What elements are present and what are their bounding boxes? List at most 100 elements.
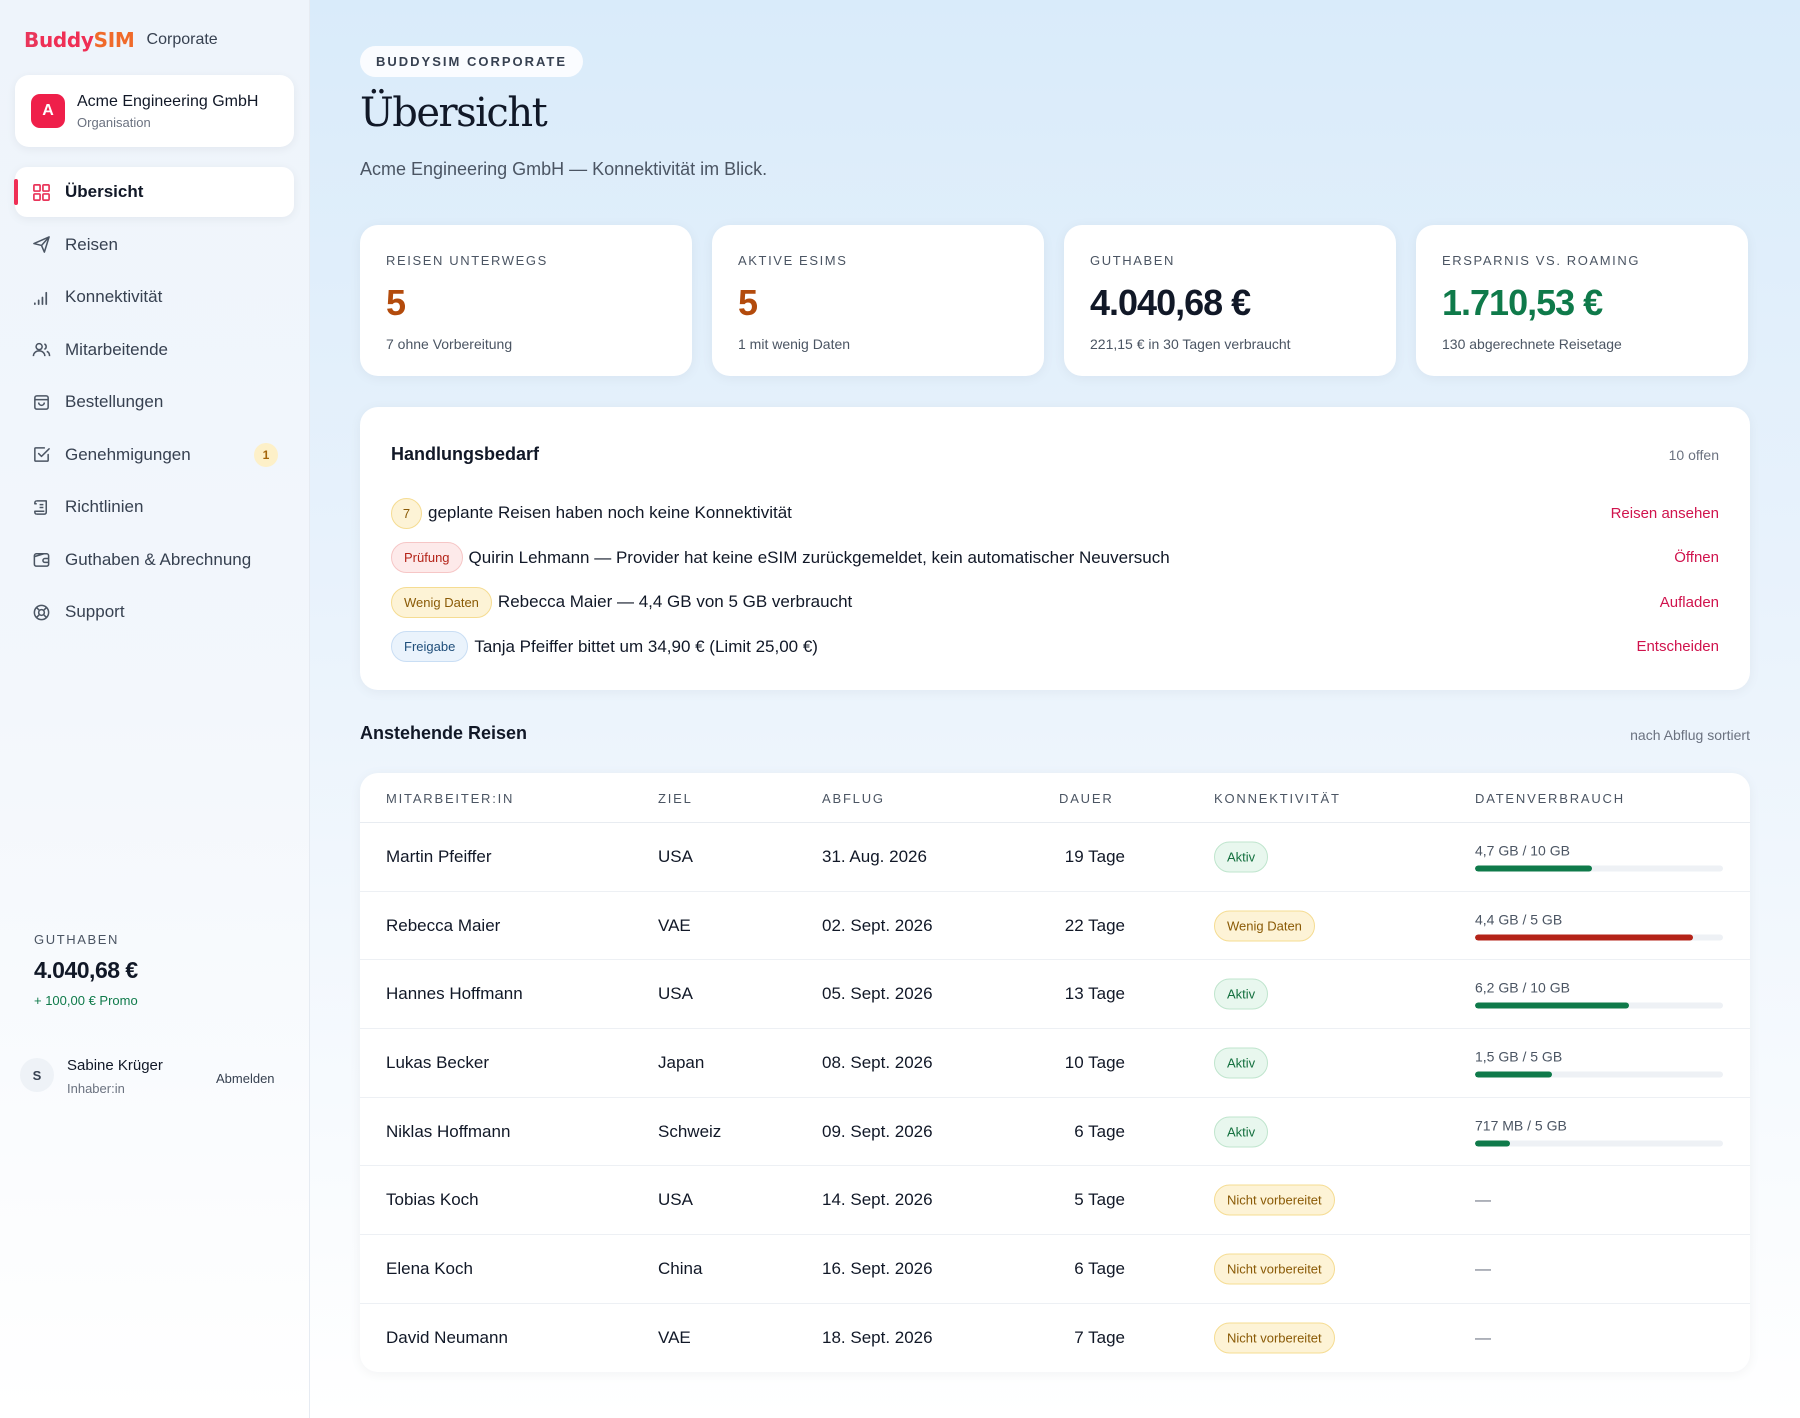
stat-subtext: 130 abgerechnete Reisetage [1442,336,1622,352]
nav-label: Konnektivität [65,287,163,306]
nav-item-reisen[interactable]: Reisen [15,220,294,270]
column-header-connectivity[interactable]: KONNEKTIVITÄT [1214,791,1341,806]
stat-card-savings[interactable]: ERSPARNIS VS. ROAMING 1.710,53 € 130 abg… [1416,225,1748,376]
usage-label: 717 MB / 5 GB [1475,1117,1567,1134]
nav-label: Reisen [65,234,118,254]
data-usage: 4,7 GB / 10 GB [1475,842,1723,872]
users-icon [31,340,51,360]
trip-duration: 6 Tage [1074,1258,1125,1278]
usage-bar-fill [1475,865,1592,872]
nav-item-richtlinien[interactable]: Richtlinien [15,482,294,532]
nav-item-guthaben-abrechnung[interactable]: Guthaben & Abrechnung [15,535,294,585]
org-avatar: A [31,94,65,128]
scroll-icon [31,497,51,517]
nav-label: Richtlinien [65,497,144,516]
connectivity-status-badge: Aktiv [1214,841,1269,873]
action-item: Freigabe Tanja Pfeiffer bittet um 34,90 … [391,625,1719,670]
usage-bar [1475,1140,1723,1147]
organization-switcher[interactable]: A Acme Engineering GmbH Organisation [15,75,294,147]
brand[interactable]: BuddySIM Corporate [24,28,218,52]
action-item: Prüfung Quirin Lehmann — Provider hat ke… [391,536,1719,581]
trip-duration: 7 Tage [1074,1328,1125,1348]
trip-destination: USA [658,984,693,1004]
main-nav: Übersicht Reisen Konnektivität Mitarbeit… [14,167,294,640]
usage-label: 6,2 GB / 10 GB [1475,979,1570,996]
trip-departure: 09. Sept. 2026 [822,1121,933,1141]
action-link-top-up[interactable]: Aufladen [1659,593,1719,611]
stat-value: 1.710,53 € [1442,282,1603,323]
employee-name: Martin Pfeiffer [386,846,492,866]
sidebar-balance-promo: + 100,00 € Promo [34,993,138,1008]
action-text: Quirin Lehmann — Provider hat keine eSIM… [468,547,1170,567]
usage-empty: — [1475,1192,1491,1210]
nav-item-support[interactable]: Support [15,587,294,637]
data-usage: 717 MB / 5 GB [1475,1117,1723,1147]
trip-duration: 10 Tage [1064,1052,1125,1072]
nav-item-mitarbeitende[interactable]: Mitarbeitende [15,325,294,375]
nav-item-konnektivitaet[interactable]: Konnektivität [15,272,294,322]
action-link-decide[interactable]: Entscheiden [1636,638,1719,656]
stat-card-active-esims[interactable]: AKTIVE ESIMS 5 1 mit wenig Daten [712,225,1044,376]
data-usage: — [1475,1190,1723,1210]
brand-logo[interactable]: BuddySIM [24,28,135,52]
upcoming-trips-table: MITARBEITER:IN ZIEL ABFLUG DAUER KONNEKT… [360,773,1750,1372]
stat-value: 4.040,68 € [1090,282,1251,323]
nav-item-uebersicht[interactable]: Übersicht [14,167,294,217]
action-required-title: Handlungsbedarf [391,444,540,464]
usage-bar-fill [1475,1071,1552,1078]
sidebar-balance-amount: 4.040,68 € [34,957,138,983]
usage-bar-fill [1475,934,1694,941]
action-item: 7 geplante Reisen haben noch keine Konne… [391,491,1719,536]
brand-suffix: Corporate [146,31,218,48]
nav-item-bestellungen[interactable]: Bestellungen [15,377,294,427]
trip-duration: 22 Tage [1064,915,1125,935]
upcoming-trips-sort-note: nach Abflug sortiert [1630,727,1750,743]
action-text: Tanja Pfeiffer bittet um 34,90 € (Limit … [474,636,818,656]
action-required-card: Handlungsbedarf 10 offen 7 geplante Reis… [360,407,1750,690]
nav-label: Guthaben & Abrechnung [65,549,252,569]
table-row[interactable]: Tobias Koch USA 14. Sept. 2026 5 Tage Nicht … [360,1166,1750,1236]
check-square-icon [31,445,51,465]
stats-row: REISEN UNTERWEGS 5 7 ohne Vorbereitung A… [360,225,1750,376]
action-status-pill: Prüfung [391,542,463,574]
data-usage: 6,2 GB / 10 GB [1475,980,1723,1009]
column-header-data-usage[interactable]: DATENVERBRAUCH [1475,791,1625,806]
stat-card-balance[interactable]: GUTHABEN 4.040,68 € 221,15 € in 30 Tagen… [1064,225,1396,376]
employee-name: Hannes Hoffmann [386,984,523,1004]
trip-destination: Japan [658,1052,705,1072]
stat-card-trips-underway[interactable]: REISEN UNTERWEGS 5 7 ohne Vorbereitung [360,225,692,376]
table-row[interactable]: David Neumann VAE 18. Sept. 2026 7 Tage Nich… [360,1304,1750,1372]
column-header-employee[interactable]: MITARBEITER:IN [386,791,515,806]
connectivity-status-badge: Aktiv [1214,1047,1269,1079]
column-header-destination[interactable]: ZIEL [658,791,693,806]
table-row[interactable]: Elena Koch China 16. Sept. 2026 6 Tage Nicht… [360,1235,1750,1304]
usage-label: 4,7 GB / 10 GB [1475,842,1570,859]
logout-button[interactable]: Abmelden [216,1071,275,1086]
nav-label: Genehmigungen [65,444,191,464]
plane-icon [31,235,51,255]
usage-label: 1,5 GB / 5 GB [1475,1048,1563,1065]
table-row[interactable]: Niklas Hoffmann Schweiz 09. Sept. 2026 6 Ta… [360,1098,1750,1167]
column-header-departure[interactable]: ABFLUG [822,791,885,806]
approvals-count-badge: 1 [254,442,278,467]
table-row[interactable]: Rebecca Maier VAE 02. Sept. 2026 22 Tage Wen… [360,892,1750,961]
stat-label: AKTIVE ESIMS [738,253,848,268]
stat-value: 5 [738,282,758,323]
trip-departure: 08. Sept. 2026 [822,1052,933,1072]
table-row[interactable]: Lukas Becker Japan 08. Sept. 2026 10 Tage Ak… [360,1029,1750,1098]
table-row[interactable]: Martin Pfeiffer USA 31. Aug. 2026 19 Tage Ak… [360,823,1750,892]
table-row[interactable]: Hannes Hoffmann USA 05. Sept. 2026 13 Tage A… [360,960,1750,1030]
nav-item-genehmigungen[interactable]: Genehmigungen 1 [15,430,294,480]
column-header-duration[interactable]: DAUER [1059,791,1114,806]
trip-departure: 14. Sept. 2026 [822,1190,933,1210]
action-link-open[interactable]: Öffnen [1674,549,1719,567]
action-link-view-trips[interactable]: Reisen ansehen [1610,504,1719,522]
user-avatar[interactable]: S [20,1058,54,1092]
employee-name: Rebecca Maier [386,915,501,935]
employee-name: Lukas Becker [386,1052,489,1072]
action-list: 7 geplante Reisen haben noch keine Konne… [391,491,1719,669]
usage-bar [1475,934,1723,941]
stat-subtext: 7 ohne Vorbereitung [386,336,513,352]
connectivity-status-badge: Aktiv [1214,978,1269,1010]
page-title: Übersicht [360,90,548,136]
